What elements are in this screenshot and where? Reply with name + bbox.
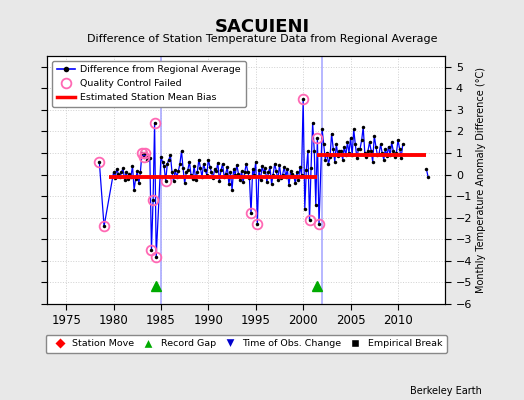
Legend: Difference from Regional Average, Quality Control Failed, Estimated Station Mean: Difference from Regional Average, Qualit… xyxy=(52,61,246,107)
Legend: Station Move, Record Gap, Time of Obs. Change, Empirical Break: Station Move, Record Gap, Time of Obs. C… xyxy=(46,335,447,353)
Text: Berkeley Earth: Berkeley Earth xyxy=(410,386,482,396)
Text: Difference of Station Temperature Data from Regional Average: Difference of Station Temperature Data f… xyxy=(87,34,437,44)
Text: SACUIENI: SACUIENI xyxy=(214,18,310,36)
Y-axis label: Monthly Temperature Anomaly Difference (°C): Monthly Temperature Anomaly Difference (… xyxy=(476,67,486,293)
